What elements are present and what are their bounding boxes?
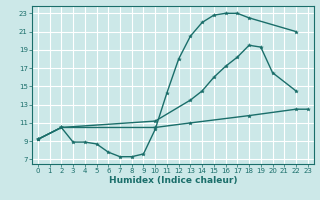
- X-axis label: Humidex (Indice chaleur): Humidex (Indice chaleur): [108, 176, 237, 185]
